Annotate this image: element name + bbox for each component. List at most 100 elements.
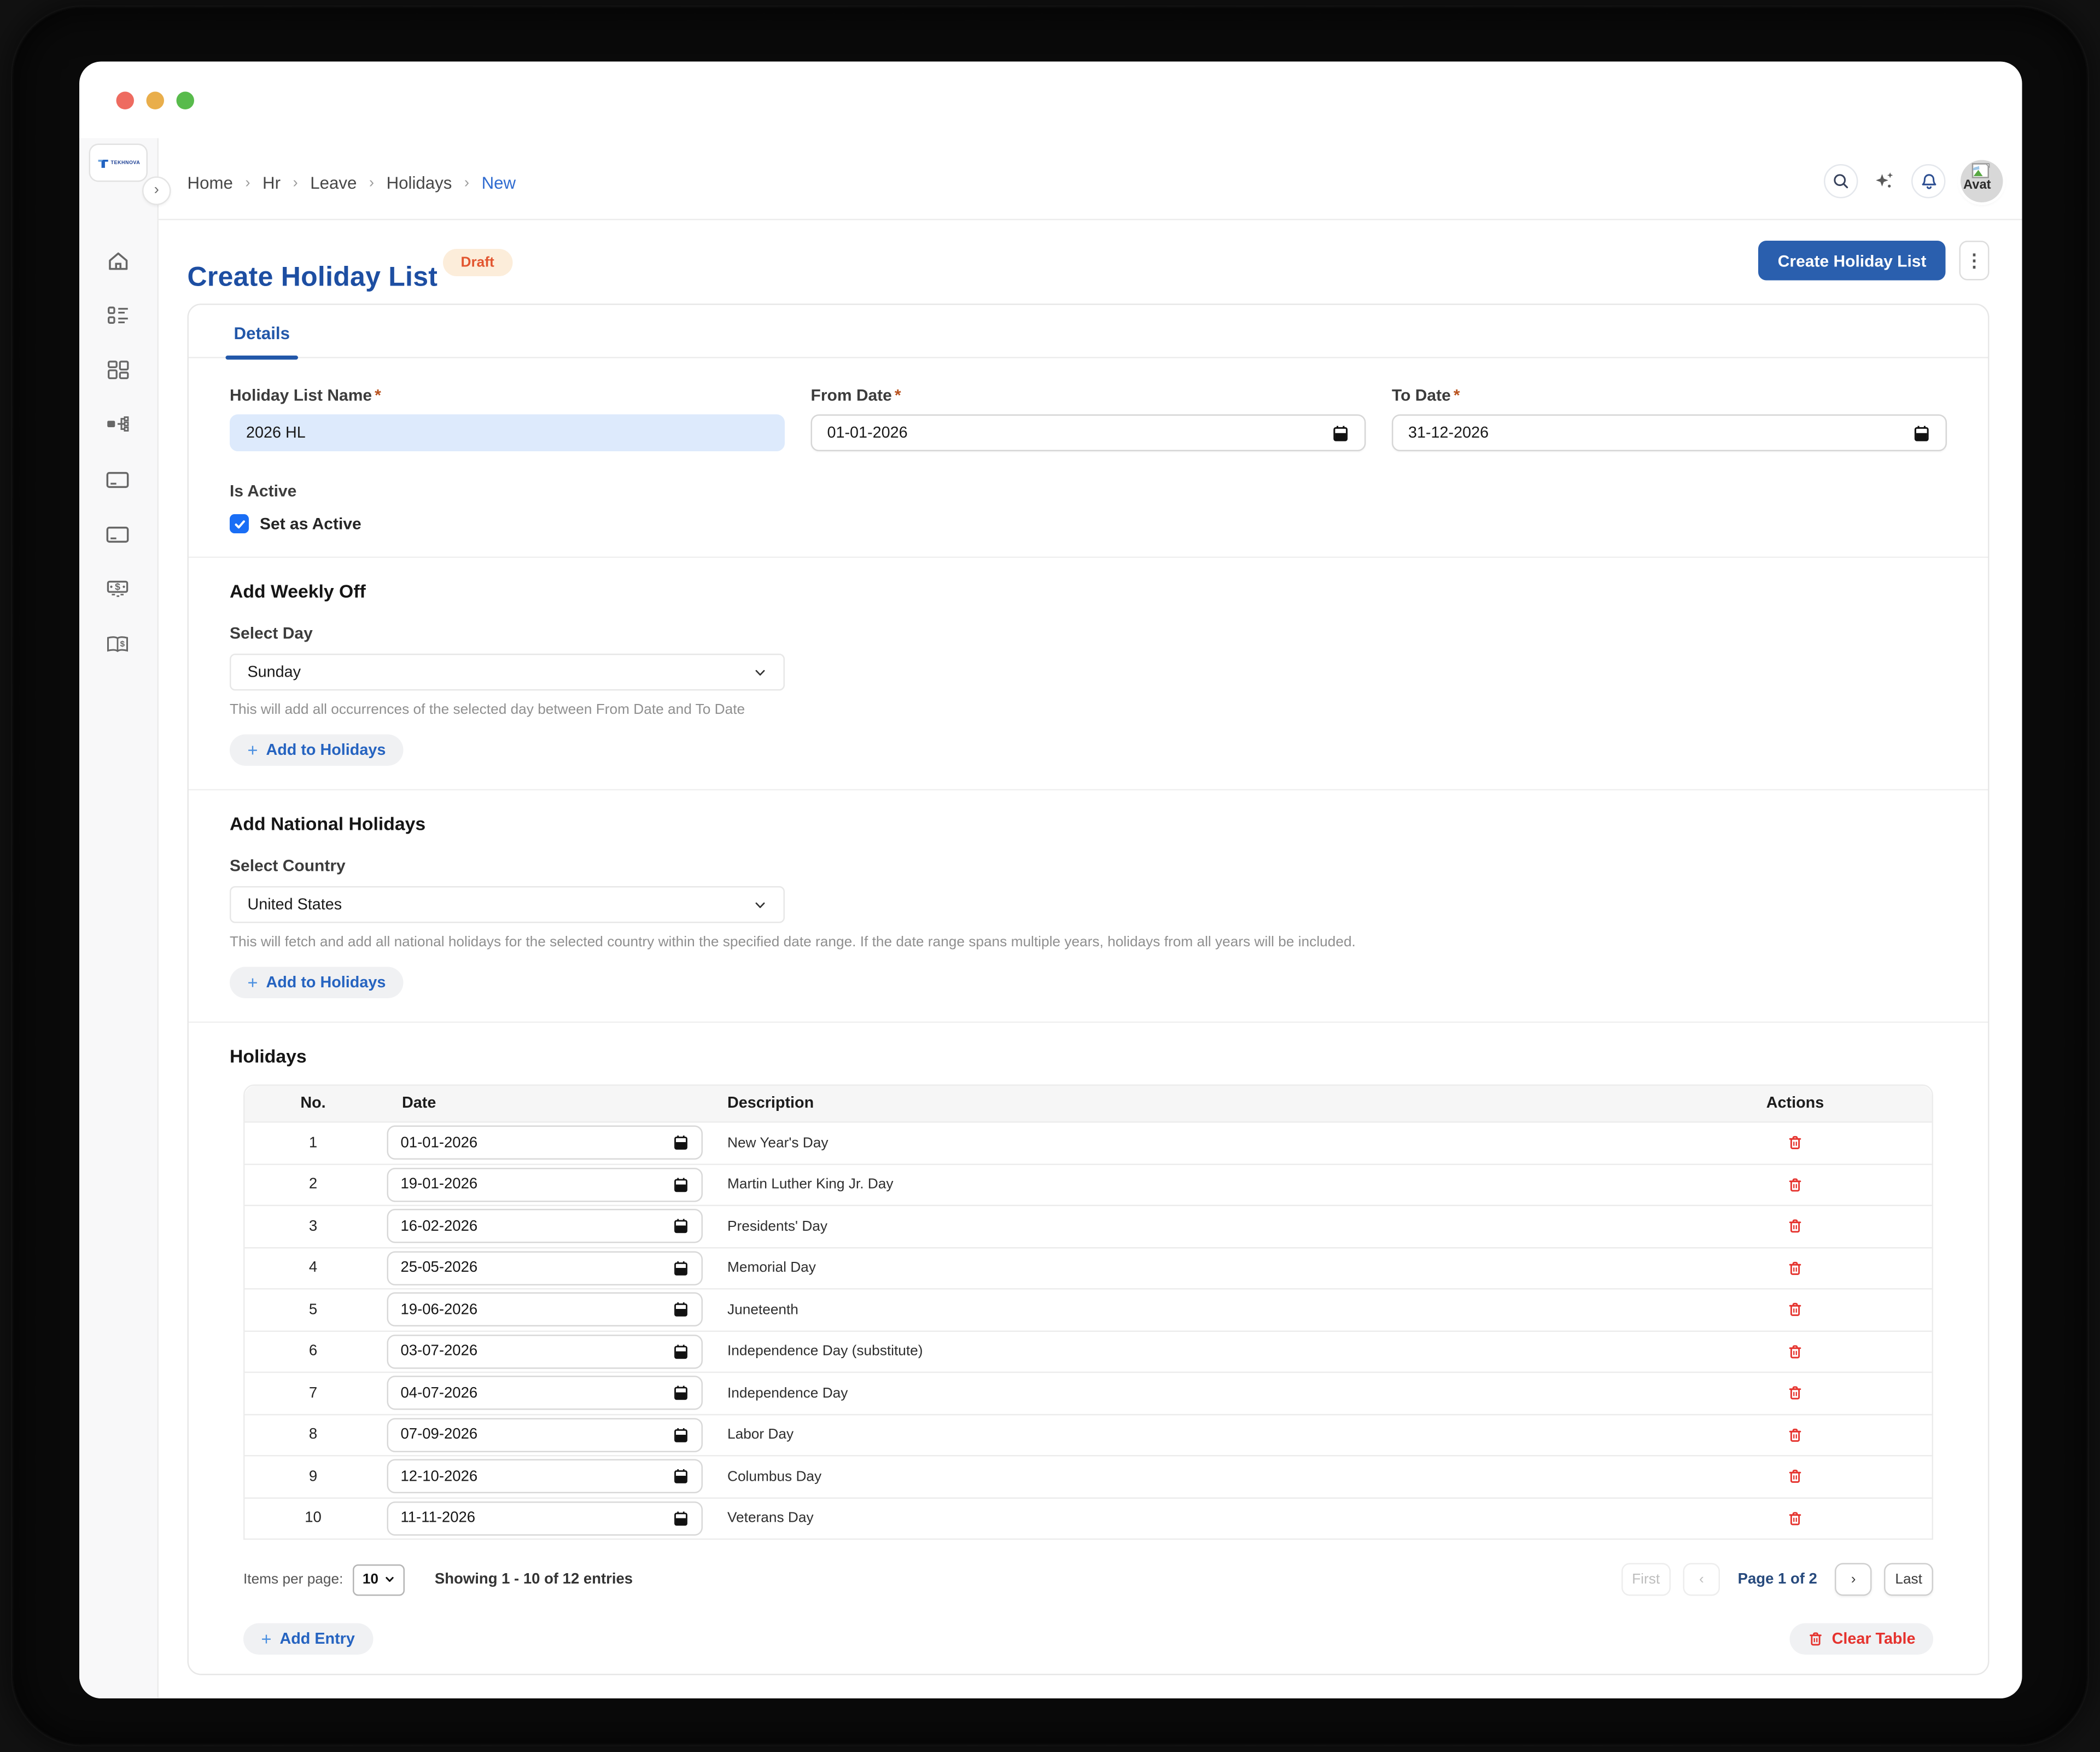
more-options-button[interactable]: ⋮ bbox=[1959, 241, 1990, 281]
add-entry-button[interactable]: + Add Entry bbox=[243, 1623, 373, 1655]
sidebar-item-card-2[interactable] bbox=[97, 522, 138, 546]
calendar-icon[interactable] bbox=[673, 1468, 689, 1486]
sidebar-item-ledger[interactable]: $ bbox=[97, 632, 138, 655]
notifications-button[interactable] bbox=[1911, 164, 1946, 199]
first-page-button[interactable]: First bbox=[1621, 1563, 1671, 1596]
plus-icon: + bbox=[261, 1628, 272, 1650]
holiday-date-input[interactable]: 25-05-2026 bbox=[387, 1250, 703, 1285]
calendar-icon[interactable] bbox=[673, 1509, 689, 1527]
section-divider bbox=[189, 789, 1988, 790]
bell-icon bbox=[1919, 172, 1938, 191]
delete-row-button[interactable] bbox=[1784, 1215, 1806, 1238]
items-per-page-select[interactable]: 10 bbox=[352, 1563, 405, 1596]
day-select[interactable]: Sunday bbox=[230, 654, 785, 691]
previous-page-button[interactable]: ‹ bbox=[1683, 1563, 1720, 1596]
holiday-date-input[interactable]: 19-06-2026 bbox=[387, 1293, 703, 1327]
set-as-active-checkbox[interactable] bbox=[230, 514, 249, 533]
svg-text:$: $ bbox=[115, 581, 120, 592]
calendar-icon[interactable] bbox=[673, 1218, 689, 1236]
ai-assistant-button[interactable] bbox=[1873, 170, 1897, 193]
items-per-page-label: Items per page: bbox=[243, 1571, 343, 1588]
clear-table-button[interactable]: Clear Table bbox=[1789, 1623, 1933, 1655]
country-select[interactable]: United States bbox=[230, 886, 785, 923]
holiday-description: Columbus Day bbox=[727, 1468, 822, 1485]
holiday-date-input[interactable]: 07-09-2026 bbox=[387, 1417, 703, 1452]
required-marker: * bbox=[375, 386, 381, 405]
delete-row-button[interactable] bbox=[1784, 1382, 1806, 1405]
delete-row-button[interactable] bbox=[1784, 1173, 1806, 1196]
calendar-icon[interactable] bbox=[1332, 423, 1350, 443]
minimize-window-button[interactable] bbox=[146, 91, 164, 109]
delete-row-button[interactable] bbox=[1784, 1131, 1806, 1155]
required-marker: * bbox=[894, 386, 901, 405]
calendar-icon[interactable] bbox=[673, 1342, 689, 1360]
holiday-list-name-value[interactable] bbox=[246, 424, 768, 441]
calendar-icon[interactable] bbox=[673, 1175, 689, 1194]
holiday-date-input[interactable]: 04-07-2026 bbox=[387, 1376, 703, 1411]
holiday-date-input[interactable]: 12-10-2026 bbox=[387, 1459, 703, 1494]
pagination-bar: Items per page: 10 Showing 1 - 10 of 12 … bbox=[243, 1563, 1933, 1596]
chevron-down-icon bbox=[754, 898, 767, 911]
breadcrumb-leave[interactable]: Leave bbox=[310, 173, 357, 193]
sidebar-item-dashboard[interactable] bbox=[97, 358, 138, 382]
delete-row-button[interactable] bbox=[1784, 1423, 1806, 1447]
sidebar-collapse-button[interactable]: › bbox=[142, 176, 171, 205]
holiday-description: Labor Day bbox=[727, 1427, 794, 1443]
calendar-icon[interactable] bbox=[673, 1426, 689, 1444]
to-date-input[interactable] bbox=[1392, 414, 1947, 451]
from-date-input[interactable] bbox=[810, 414, 1366, 451]
delete-row-button[interactable] bbox=[1784, 1506, 1806, 1530]
country-select-value: United States bbox=[247, 896, 342, 913]
tab-details[interactable]: Details bbox=[225, 324, 298, 360]
calendar-icon[interactable] bbox=[673, 1134, 689, 1152]
to-date-value[interactable] bbox=[1408, 424, 1913, 441]
delete-row-button[interactable] bbox=[1784, 1465, 1806, 1488]
is-active-section: Is Active Set as Active bbox=[230, 481, 1947, 533]
zoom-window-button[interactable] bbox=[176, 91, 194, 109]
add-national-holidays-button[interactable]: + Add to Holidays bbox=[230, 967, 404, 998]
calendar-icon[interactable] bbox=[673, 1301, 689, 1319]
create-holiday-list-button[interactable]: Create Holiday List bbox=[1758, 241, 1946, 281]
delete-row-button[interactable] bbox=[1784, 1298, 1806, 1322]
holiday-list-name-field: Holiday List Name * bbox=[230, 386, 785, 451]
delete-row-button[interactable] bbox=[1784, 1256, 1806, 1280]
holiday-date-input[interactable]: 11-11-2026 bbox=[387, 1501, 703, 1535]
hierarchy-icon bbox=[106, 415, 130, 435]
breadcrumb-separator: › bbox=[293, 175, 298, 191]
last-page-button[interactable]: Last bbox=[1884, 1563, 1933, 1596]
column-header-actions: Actions bbox=[1766, 1095, 1824, 1112]
calendar-icon[interactable] bbox=[673, 1259, 689, 1277]
add-weekly-off-button[interactable]: + Add to Holidays bbox=[230, 734, 404, 766]
calendar-icon[interactable] bbox=[673, 1384, 689, 1402]
holiday-date-input[interactable]: 19-01-2026 bbox=[387, 1167, 703, 1202]
holiday-date-input[interactable]: 03-07-2026 bbox=[387, 1334, 703, 1369]
search-button[interactable] bbox=[1824, 164, 1858, 199]
next-page-button[interactable]: › bbox=[1835, 1563, 1872, 1596]
breadcrumb-current: New bbox=[481, 173, 516, 193]
breadcrumb-holidays[interactable]: Holidays bbox=[386, 173, 452, 193]
from-date-value[interactable] bbox=[827, 424, 1332, 441]
sidebar-item-home[interactable] bbox=[97, 249, 138, 272]
holiday-date-input[interactable]: 01-01-2026 bbox=[387, 1126, 703, 1160]
trash-icon bbox=[1807, 1630, 1824, 1648]
holiday-list-name-input[interactable] bbox=[230, 414, 785, 451]
close-window-button[interactable] bbox=[116, 91, 134, 109]
holidays-heading: Holidays bbox=[230, 1046, 307, 1067]
home-icon bbox=[106, 249, 130, 271]
breadcrumb-home[interactable]: Home bbox=[187, 173, 233, 193]
column-header-no: No. bbox=[300, 1095, 326, 1112]
calendar-icon[interactable] bbox=[1913, 423, 1931, 443]
holidays-table: No. Date Description Actions 1 01-01-2026… bbox=[243, 1084, 1933, 1540]
holiday-date-input[interactable]: 16-02-2026 bbox=[387, 1209, 703, 1244]
table-row: 9 12-10-2026 Columbus Day bbox=[244, 1455, 1932, 1497]
breadcrumb-hr[interactable]: Hr bbox=[262, 173, 281, 193]
sidebar-item-org-structure[interactable] bbox=[97, 413, 138, 436]
sidebar-item-card-1[interactable] bbox=[97, 468, 138, 491]
sidebar-item-tasks[interactable] bbox=[97, 304, 138, 327]
set-as-active-row: Set as Active bbox=[230, 514, 1947, 533]
sidebar-item-payroll[interactable]: $ bbox=[97, 577, 138, 601]
table-row: 7 04-07-2026 Independence Day bbox=[244, 1371, 1932, 1413]
delete-row-button[interactable] bbox=[1784, 1340, 1806, 1363]
avatar[interactable]: Avat bbox=[1961, 160, 2003, 202]
section-divider bbox=[189, 556, 1988, 558]
